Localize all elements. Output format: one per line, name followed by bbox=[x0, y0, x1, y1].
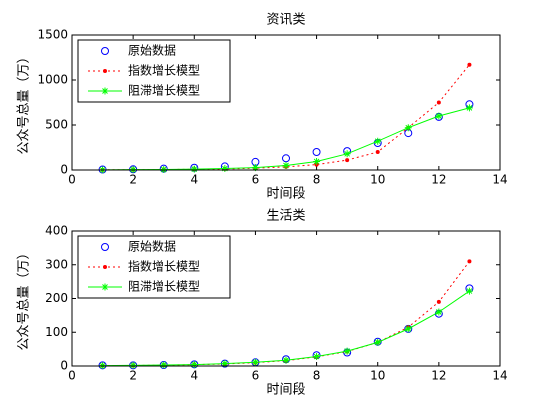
y-tick-label: 300 bbox=[45, 257, 68, 271]
data-point bbox=[251, 358, 259, 366]
data-point bbox=[313, 353, 321, 361]
data-point bbox=[345, 158, 350, 163]
y-tick-label: 400 bbox=[45, 224, 68, 238]
data-point bbox=[221, 165, 229, 173]
legend-marker bbox=[101, 87, 109, 95]
legend-marker bbox=[103, 69, 107, 73]
data-point bbox=[282, 356, 290, 364]
data-point bbox=[190, 361, 198, 369]
x-tick-label: 8 bbox=[313, 173, 321, 187]
x-tick-label: 2 bbox=[129, 369, 137, 383]
data-point bbox=[436, 100, 441, 105]
y-tick-label: 500 bbox=[45, 118, 68, 132]
legend-label: 阻滞增长模型 bbox=[128, 280, 200, 294]
x-tick-label: 12 bbox=[431, 369, 446, 383]
x-tick-label: 4 bbox=[190, 369, 198, 383]
x-tick-label: 14 bbox=[492, 173, 507, 187]
data-point bbox=[435, 308, 443, 316]
x-tick-label: 0 bbox=[68, 173, 76, 187]
data-point bbox=[404, 325, 412, 333]
data-point bbox=[436, 299, 441, 304]
legend-label: 指数增长模型 bbox=[128, 63, 200, 78]
data-point bbox=[374, 338, 382, 346]
data-point bbox=[465, 104, 473, 112]
data-point bbox=[375, 150, 380, 154]
axes-box bbox=[71, 230, 501, 367]
x-tick-label: 0 bbox=[68, 369, 76, 383]
x-tick-label: 12 bbox=[431, 173, 446, 187]
data-point bbox=[190, 165, 198, 173]
x-axis-label: 时间段 bbox=[266, 187, 305, 202]
x-tick-label: 4 bbox=[190, 173, 198, 187]
data-point bbox=[129, 361, 137, 369]
chart-title: 生活类 bbox=[266, 209, 305, 224]
data-point bbox=[374, 137, 382, 145]
data-point bbox=[467, 62, 472, 67]
x-tick-label: 10 bbox=[370, 173, 385, 187]
x-tick-label: 6 bbox=[252, 369, 260, 383]
legend-marker bbox=[101, 283, 109, 291]
legend-label: 原始数据 bbox=[128, 43, 176, 58]
legend-label: 阻滞增长模型 bbox=[128, 84, 200, 98]
x-tick-label: 2 bbox=[129, 173, 137, 187]
y-tick-label: 200 bbox=[45, 291, 68, 305]
x-tick-label: 6 bbox=[252, 173, 260, 187]
y-tick-label: 100 bbox=[45, 325, 68, 339]
data-point bbox=[404, 124, 412, 132]
x-axis-label: 时间段 bbox=[266, 383, 305, 398]
y-tick-label: 0 bbox=[60, 359, 68, 373]
legend-marker bbox=[103, 265, 107, 269]
data-point bbox=[467, 259, 472, 264]
y-tick-label: 1000 bbox=[37, 73, 68, 87]
data-point bbox=[343, 150, 351, 158]
data-point bbox=[465, 287, 473, 295]
data-point bbox=[282, 162, 290, 169]
axes-box bbox=[71, 34, 501, 171]
legend-marker bbox=[101, 47, 109, 55]
data-point bbox=[160, 165, 168, 173]
chart-title: 资讯类 bbox=[266, 13, 305, 28]
y-tick-label: 1500 bbox=[37, 28, 68, 42]
legend-marker bbox=[101, 243, 109, 251]
data-point bbox=[282, 154, 290, 163]
data-point bbox=[343, 347, 351, 355]
data-point bbox=[221, 360, 229, 368]
data-point bbox=[160, 361, 168, 369]
y-axis-label: 公众号总量（万） bbox=[17, 50, 32, 154]
legend-label: 原始数据 bbox=[128, 239, 176, 254]
x-tick-label: 8 bbox=[313, 369, 321, 383]
data-point bbox=[435, 112, 443, 120]
data-point bbox=[313, 157, 321, 165]
data-point bbox=[312, 148, 321, 156]
data-point bbox=[251, 164, 259, 172]
legend-label: 指数增长模型 bbox=[128, 259, 200, 274]
y-axis-label: 公众号总量（万） bbox=[17, 246, 32, 350]
x-tick-label: 14 bbox=[492, 369, 507, 383]
x-tick-label: 10 bbox=[370, 369, 385, 383]
y-tick-label: 0 bbox=[60, 163, 68, 177]
